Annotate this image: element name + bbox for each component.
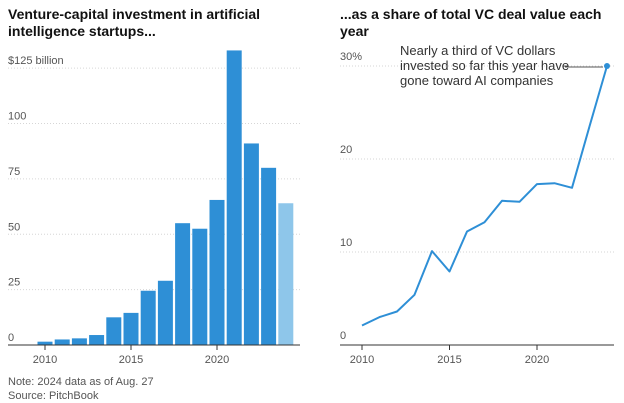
x-tick-label: 2010 xyxy=(350,354,374,366)
source-note: Source: PitchBook xyxy=(8,390,99,402)
annotation-line: Nearly a third of VC dollars xyxy=(400,43,556,58)
y-tick-label: 25 xyxy=(8,277,20,289)
x-tick-label: 2020 xyxy=(525,354,549,366)
annotation-line: gone toward AI companies xyxy=(400,73,554,88)
x-tick-label: 2015 xyxy=(437,354,461,366)
bar-2024 xyxy=(278,203,294,345)
y-tick-label: $125 billion xyxy=(8,55,64,67)
bar-2016 xyxy=(140,290,156,345)
bar-2020 xyxy=(209,199,225,345)
x-tick-label: 2015 xyxy=(119,354,143,366)
share-line xyxy=(361,65,608,327)
x-tick-label: 2020 xyxy=(205,354,229,366)
bar-2014 xyxy=(106,317,122,345)
bar-2023 xyxy=(261,167,277,345)
bar-2017 xyxy=(157,280,173,345)
y-tick-label: 50 xyxy=(8,221,20,233)
y-tick-label: 75 xyxy=(8,166,20,178)
bar-2022 xyxy=(243,143,259,345)
bar-2019 xyxy=(192,228,208,345)
right-chart-title: ...as a share of total VC deal value eac… xyxy=(340,6,602,39)
y-tick-label: 10 xyxy=(340,237,352,249)
annotation-line: invested so far this year have xyxy=(400,58,569,73)
bar-2013 xyxy=(89,335,105,345)
footnote: Note: 2024 data as of Aug. 27 xyxy=(8,376,154,388)
bar-2021 xyxy=(226,50,242,346)
bar-2010 xyxy=(37,341,53,345)
y-tick-label: 100 xyxy=(8,111,26,123)
left-title-line-1: Venture-capital investment in artificial xyxy=(8,6,261,22)
line-chart: 0 10 20 30% 2010 2015 2020 Nearly a third of VC… xyxy=(340,43,614,366)
y-tick-label: 20 xyxy=(340,144,352,156)
y-tick-label: 0 xyxy=(8,332,14,344)
left-title-line-2: intelligence startups... xyxy=(8,23,156,39)
bar-2015 xyxy=(123,312,139,345)
y-tick-label: 30% xyxy=(340,51,362,63)
y-tick-label: 0 xyxy=(340,330,346,342)
bar-2011 xyxy=(54,339,70,345)
end-point-dot xyxy=(604,63,610,69)
bar-chart: 0 25 50 75 100 $125 billion 2010 2015 2020 xyxy=(8,50,300,366)
x-tick-label: 2010 xyxy=(33,354,57,366)
bar-2012 xyxy=(71,338,87,345)
bar-2018 xyxy=(175,223,191,345)
left-chart-title: Venture-capital investment in artificial… xyxy=(8,6,298,40)
